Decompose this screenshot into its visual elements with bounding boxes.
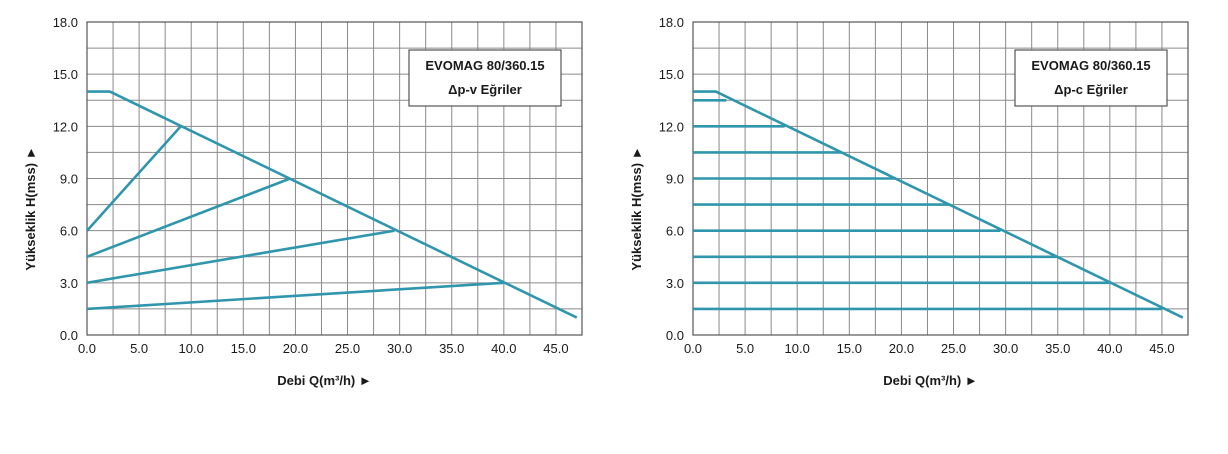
x-axis-label: Debi Q(m³/h) ► [883,373,977,388]
y-tick-label: 6.0 [666,224,684,239]
x-tick-label: 5.0 [736,341,754,356]
y-axis-label: Yükseklik H(mss) ► [23,146,38,270]
curve-series-4 [86,229,395,285]
x-tick-label: 0.0 [78,341,96,356]
x-axis-label: Debi Q(m³/h) ► [277,373,371,388]
curve-series-2 [86,125,182,232]
x-tick-label: 30.0 [993,341,1018,356]
curve-series-1 [87,90,578,319]
curve-series-5 [86,281,504,311]
y-tick-label: 3.0 [666,276,684,291]
x-tick-label: 35.0 [439,341,464,356]
x-tick-label: 15.0 [231,341,256,356]
x-tick-label: 30.0 [387,341,412,356]
chart-2: 0.0 5.0 10.0 15.0 20.0 25.0 30.0 35.0 40.0 45.0 0.… [629,15,1189,388]
x-tick-label: 10.0 [179,341,204,356]
chart-1: 0.0 5.0 10.0 15.0 20.0 25.0 30.0 35.0 40.0 45.0 0.… [23,15,583,388]
x-tick-label: 40.0 [1097,341,1122,356]
y-tick-label: 9.0 [666,172,684,187]
y-tick-label: 12.0 [53,119,78,134]
x-tick-label: 40.0 [491,341,516,356]
y-tick-label: 15.0 [53,67,78,82]
legend-frame [408,49,562,107]
x-tick-label: 25.0 [941,341,966,356]
chart-subtitle: Δp-v Eğriler [448,82,522,97]
x-tick-label: 45.0 [1149,341,1174,356]
legend-box: EVOMAG 80/360.15 Δp-c Eğriler [1014,49,1168,107]
x-tick-label: 20.0 [889,341,914,356]
x-tick-label: 10.0 [785,341,810,356]
y-tick-label: 18.0 [659,15,684,30]
chart-title: EVOMAG 80/360.15 [1031,58,1150,73]
x-tick-label: 35.0 [1045,341,1070,356]
x-tick-label: 5.0 [130,341,148,356]
y-tick-label: 0.0 [666,328,684,343]
y-tick-label: 18.0 [53,15,78,30]
curve-series-3 [86,177,291,259]
y-tick-label: 15.0 [659,67,684,82]
legend-box: EVOMAG 80/360.15 Δp-v Eğriler [408,49,562,107]
chart-subtitle: Δp-c Eğriler [1054,82,1128,97]
y-tick-label: 6.0 [60,224,78,239]
x-tick-label: 25.0 [335,341,360,356]
y-axis-label: Yükseklik H(mss) ► [629,146,644,270]
x-tick-label: 15.0 [837,341,862,356]
curve-series-1 [693,90,1184,319]
x-tick-label: 0.0 [684,341,702,356]
x-tick-label: 45.0 [543,341,568,356]
y-tick-label: 0.0 [60,328,78,343]
x-tick-label: 20.0 [283,341,308,356]
plot-frame [86,21,583,336]
y-tick-label: 3.0 [60,276,78,291]
chart-title: EVOMAG 80/360.15 [425,58,544,73]
legend-frame [1014,49,1168,107]
y-tick-label: 9.0 [60,172,78,187]
y-tick-label: 12.0 [659,119,684,134]
